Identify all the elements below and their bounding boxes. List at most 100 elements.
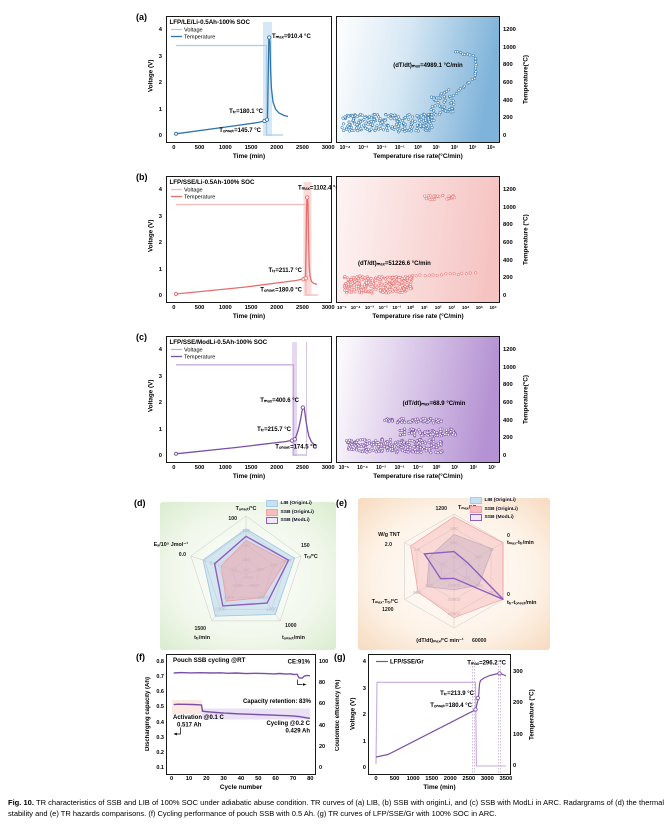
f-cycling-plot: Pouch SSB cycling @RT CE:91% Capacity re… — [166, 654, 316, 775]
tick-label: 2000 — [270, 305, 284, 311]
c-tmax-annotation: Tₘₐₓ=400.6 °C — [260, 398, 299, 404]
d-legend-modli-label: SSB (ModLi) — [280, 518, 310, 523]
svg-text:900: 900 — [413, 590, 421, 595]
tick-label: 0 — [513, 762, 517, 769]
e-radar-series-polygons — [410, 516, 504, 619]
a-temp-y-axis-label: Temperature(°C) — [522, 55, 530, 105]
panel-label-g: (g) — [334, 652, 346, 662]
tick-label: 60 — [319, 701, 326, 708]
svg-text:2000: 2000 — [215, 607, 226, 612]
b-left-y-ticks: 4 3 2 1 0 — [150, 186, 162, 300]
e-legend-modli: SSB (ModLi) — [470, 514, 518, 521]
tick-label: 200 — [503, 435, 513, 442]
tick-label: 600 — [503, 239, 513, 246]
e-legend-ssb: SSB (OriginLi) — [470, 505, 518, 513]
tick-label: 80 — [319, 680, 326, 687]
tick-label: 1500 — [244, 145, 258, 151]
tick-label: 1000 — [503, 204, 516, 211]
c-rate-x-axis-label: Temperature rise rate(°C/min) — [373, 473, 463, 480]
svg-text:45000: 45000 — [447, 611, 460, 616]
b-rate-x-ticks: 10⁻⁵ 10⁻⁴ 10⁻³ 10⁻² 10⁻¹ 10⁰ 10¹ 10² 10³ 10⁴ 10⁵ 10… — [335, 305, 500, 311]
tick-label: 0.7 — [156, 674, 164, 681]
d-radar-chart: 1001502002503001502002503001000150020002… — [154, 502, 336, 650]
b-scatter-points — [342, 194, 478, 295]
e-legend-modli-label: SSB (ModLi) — [484, 515, 514, 520]
c-plot-frame — [166, 336, 332, 463]
svg-text:0: 0 — [507, 592, 510, 598]
f-capacity-curve — [173, 703, 311, 719]
svg-text:60000: 60000 — [472, 638, 487, 644]
tick-label: 10³ — [469, 145, 477, 151]
g-plot-frame — [368, 654, 511, 775]
tick-label: 30 — [220, 776, 227, 782]
tick-label: 10⁻⁴ — [339, 145, 351, 151]
tick-label: 10³ — [448, 305, 456, 310]
d-legend-lib-label: LIB (OriginLi) — [280, 501, 312, 506]
e-legend-modli-swatch — [470, 514, 482, 521]
f-activation-band — [172, 700, 202, 714]
f-x-ticks: 0 10 20 30 40 50 60 70 80 — [163, 776, 319, 782]
tick-label: 10⁰ — [414, 145, 422, 151]
c-legend-voltage-label: Voltage — [184, 348, 203, 354]
d-legend-modli-swatch — [266, 517, 278, 524]
tick-label: 1500 — [244, 305, 258, 311]
c-tr-marker — [292, 437, 297, 442]
b-ttr-annotation: Tₜᵣ=211.7 °C — [268, 268, 302, 274]
tick-label: 10¹ — [421, 305, 428, 310]
g-left-y-ticks: 4 3 2 1 0 — [356, 658, 366, 772]
c-voltage-curve — [176, 364, 306, 456]
c-legend-temperature-label: Temperature — [184, 355, 215, 361]
g-ttr-annotation: Tₜᵣ=213.9 °C — [440, 691, 475, 697]
svg-text:150: 150 — [242, 528, 250, 533]
tick-label: 3 — [158, 213, 162, 220]
c-max-marker — [300, 405, 305, 410]
g-tmax-annotation: Tₘₐₓ=296.2 °C — [467, 661, 506, 667]
d-legend-lib: LIB (OriginLi) — [266, 500, 314, 507]
b-rate-x-axis-label: Temperature rise rate (°C/min) — [372, 313, 464, 320]
b-rate-annotation: (dT/dt)ₘₐₓ=51226.6 °C/min — [358, 261, 431, 267]
tick-label: 0 — [158, 293, 162, 299]
tick-label: 1500 — [244, 465, 258, 471]
f-ce-arrow — [297, 679, 303, 685]
tick-label: 100 — [513, 731, 523, 738]
tick-label: 1200 — [503, 347, 516, 353]
b-rate-frame — [336, 176, 500, 303]
g-tr-marker — [475, 695, 480, 701]
tick-label: 10⁰ — [432, 465, 441, 471]
b-temp-y-ticks: 1200 1000 800 600 400 200 0 — [503, 186, 521, 300]
tick-label: 3000 — [480, 776, 494, 782]
c-left-x-axis-label: Time (min) — [232, 473, 266, 480]
tick-label: 600 — [503, 79, 513, 86]
f-ce-curve — [173, 671, 311, 679]
d-axis-label-tonset: Tₒₙₛₑₜ/°C — [236, 506, 257, 512]
caption-label: Fig. 10. — [8, 798, 34, 807]
tick-label: 2000 — [270, 465, 284, 471]
tick-label: 3000 — [321, 145, 335, 151]
tick-label: 40 — [237, 776, 245, 782]
a-voltage-time-plot: LFP/LE/Li-0.5Ah-100% SOC Voltage Tempera… — [166, 16, 332, 143]
c-temp-y-ticks: 1200 1000 800 600 400 200 0 — [503, 346, 521, 460]
tick-label: 10⁰ — [407, 305, 415, 310]
e-legend-lib: LIB (OriginLi) — [470, 497, 518, 504]
tick-label: 50 — [255, 776, 262, 782]
tick-label: 10⁻³ — [364, 305, 374, 310]
g-x-ticks: 0 500 1000 1500 2000 2500 3000 3500 — [367, 776, 515, 782]
svg-text:1000: 1000 — [285, 623, 297, 629]
tick-label: 10⁻² — [394, 465, 405, 471]
tick-label: 100 — [319, 659, 329, 665]
a-rate-plot: (dT/dt)ₘₐₓ=4989.1 °C/min — [336, 16, 500, 143]
tick-label: 0.8 — [156, 659, 164, 665]
tick-label: 10¹ — [432, 145, 440, 151]
tick-label: 3000 — [321, 305, 335, 311]
f-activation-arrowhead — [173, 732, 177, 736]
svg-text:0: 0 — [507, 533, 510, 539]
e-legend-ssb-swatch — [470, 505, 482, 513]
c-scatter-points — [345, 417, 457, 455]
a-scatter-points — [340, 50, 478, 134]
svg-text:900: 900 — [450, 526, 458, 531]
tick-label: 10¹ — [451, 465, 459, 471]
tick-label: 1200 — [503, 187, 516, 193]
tick-label: 70 — [289, 776, 297, 782]
c-tr-band — [292, 342, 297, 456]
